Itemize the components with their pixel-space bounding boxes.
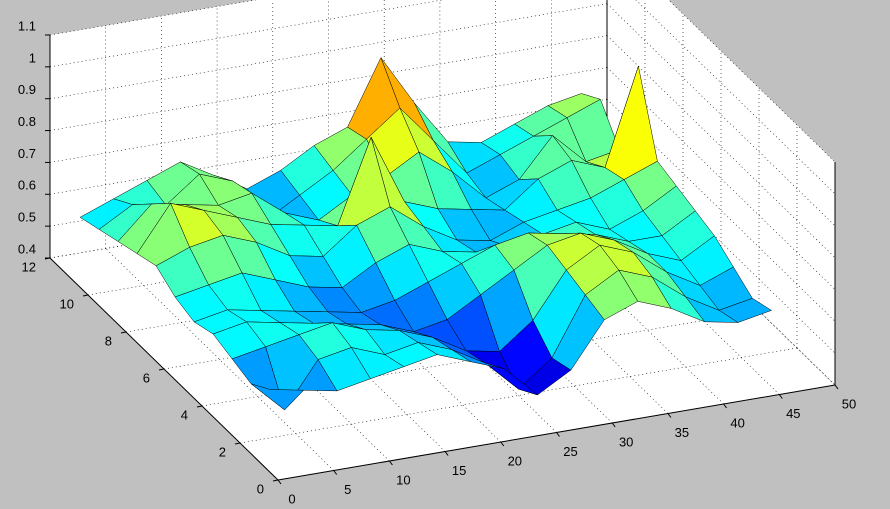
y-tick-label: 6 bbox=[143, 370, 150, 385]
z-tick-label: 0.5 bbox=[18, 210, 36, 225]
x-tick-label: 35 bbox=[675, 425, 689, 440]
y-tick-label: 10 bbox=[60, 296, 74, 311]
x-tick bbox=[611, 422, 616, 428]
y-tick-label: 2 bbox=[219, 444, 226, 459]
x-tick-label: 30 bbox=[619, 434, 633, 449]
y-tick bbox=[196, 405, 203, 408]
x-tick-label: 40 bbox=[730, 415, 744, 430]
z-tick-label: 0.6 bbox=[18, 178, 36, 193]
x-tick bbox=[667, 413, 672, 418]
z-tick-label: 0.8 bbox=[18, 114, 36, 129]
x-tick bbox=[834, 384, 839, 390]
x-tick-label: 10 bbox=[396, 472, 410, 487]
x-tick-label: 0 bbox=[288, 491, 295, 506]
x-tick bbox=[500, 441, 505, 447]
y-tick-label: 4 bbox=[181, 407, 188, 422]
x-tick bbox=[388, 460, 393, 466]
x-tick bbox=[723, 403, 727, 409]
z-tick-label: 0.4 bbox=[18, 241, 36, 256]
x-tick bbox=[333, 470, 338, 475]
x-tick-label: 50 bbox=[842, 396, 856, 411]
z-tick-label: 0.9 bbox=[18, 82, 36, 97]
y-tick bbox=[158, 368, 165, 371]
axes-pane bbox=[607, 0, 835, 385]
z-tick-label: 1.1 bbox=[18, 18, 36, 33]
y-tick bbox=[120, 331, 127, 334]
x-tick bbox=[778, 394, 783, 399]
axis-line bbox=[277, 384, 836, 481]
y-tick bbox=[82, 294, 89, 297]
y-tick-label: 8 bbox=[105, 333, 112, 348]
x-tick-label: 25 bbox=[563, 444, 577, 459]
z-tick-label: 0.7 bbox=[18, 146, 36, 161]
x-tick-label: 20 bbox=[508, 453, 522, 468]
x-tick bbox=[444, 451, 449, 456]
x-tick-label: 45 bbox=[786, 406, 800, 421]
axis-line bbox=[49, 257, 279, 481]
x-tick-label: 15 bbox=[452, 463, 466, 478]
y-tick bbox=[234, 442, 241, 445]
surface-patch bbox=[250, 383, 304, 411]
x-tick-label: 5 bbox=[344, 482, 351, 497]
x-tick bbox=[556, 432, 560, 437]
x-tick bbox=[277, 479, 282, 485]
surface bbox=[79, 57, 772, 411]
y-tick-label: 12 bbox=[22, 259, 36, 274]
y-tick bbox=[272, 479, 279, 482]
z-tick-label: 1 bbox=[29, 50, 36, 65]
y-tick-label: 0 bbox=[257, 481, 264, 496]
